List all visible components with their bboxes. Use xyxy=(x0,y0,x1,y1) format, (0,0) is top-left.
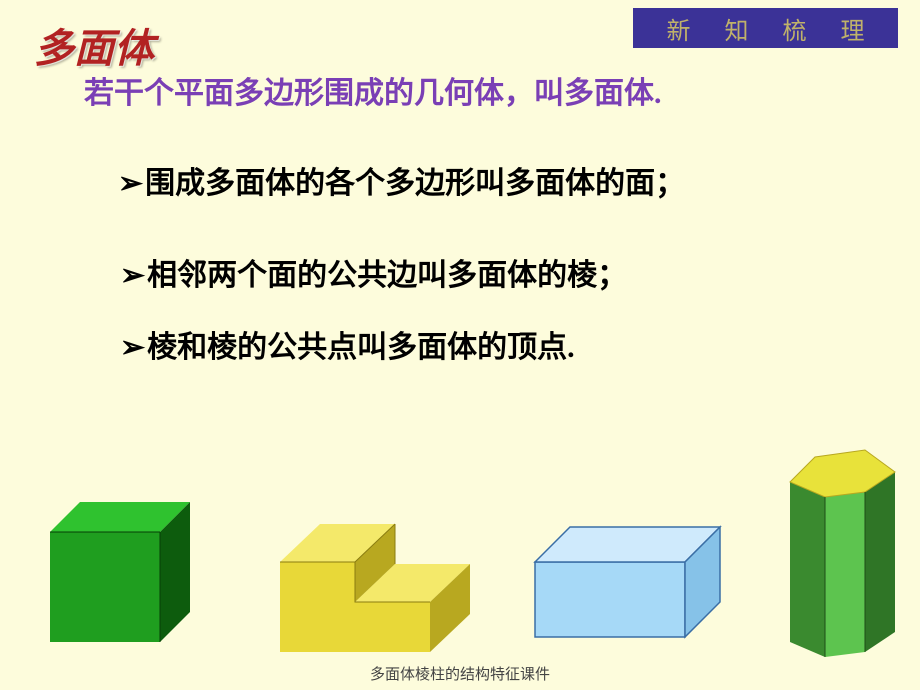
cube-shape xyxy=(20,472,210,662)
bullet-arrow-icon: ➢ xyxy=(120,331,145,364)
shapes-row xyxy=(0,452,920,662)
bullet-arrow-icon: ➢ xyxy=(118,167,143,200)
bullet-1-text: 围成多面体的各个多边形叫多面体的面； xyxy=(145,167,685,200)
bullet-2: ➢相邻两个面的公共边叫多面体的棱； xyxy=(120,250,627,294)
bullet-2-text: 相邻两个面的公共边叫多面体的棱； xyxy=(147,259,627,292)
section-tag: 新 知 梳 理 xyxy=(633,8,898,48)
footer-caption: 多面体棱柱的结构特征课件 xyxy=(370,663,550,684)
bullet-1: ➢围成多面体的各个多边形叫多面体的面； xyxy=(118,158,685,202)
definition-text: 若干个平面多边形围成的几何体，叫多面体. xyxy=(84,68,662,112)
bullet-3: ➢棱和棱的公共点叫多面体的顶点. xyxy=(120,322,575,366)
bullet-arrow-icon: ➢ xyxy=(120,259,145,292)
hex-prism-shape xyxy=(770,422,920,672)
page-title: 多面体 xyxy=(34,16,154,74)
step-solid-shape xyxy=(260,492,490,662)
rect-prism-shape xyxy=(515,502,745,652)
section-tag-text: 新 知 梳 理 xyxy=(667,11,879,46)
bullet-3-text: 棱和棱的公共点叫多面体的顶点. xyxy=(147,331,575,364)
